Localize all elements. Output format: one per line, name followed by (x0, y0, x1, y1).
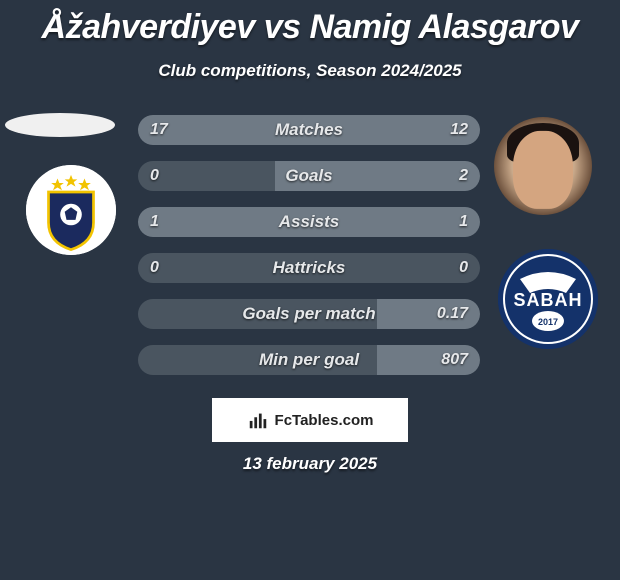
site-logo: FcTables.com (212, 398, 408, 442)
club-right-badge: SABAH 2017 (498, 249, 598, 349)
stat-bars: 1712Matches 02Goals 11Assists 00Hattricks 0.… (138, 115, 480, 391)
site-logo-text: FcTables.com (275, 412, 374, 429)
club-left-badge (26, 165, 116, 255)
stat-row: 11Assists (138, 207, 480, 237)
stat-label: Goals (138, 161, 480, 191)
page-subtitle: Club competitions, Season 2024/2025 (0, 61, 620, 81)
stat-label: Matches (138, 115, 480, 145)
site-logo-icon (247, 409, 269, 431)
stat-row: 807Min per goal (138, 345, 480, 375)
svg-text:2017: 2017 (538, 317, 558, 327)
player-right-avatar (494, 117, 592, 215)
avatar-face-shape (513, 131, 573, 209)
page-title: Åžahverdiyev vs Namig Alasgarov (0, 0, 620, 47)
stat-row: 02Goals (138, 161, 480, 191)
stat-label: Hattricks (138, 253, 480, 283)
stat-row: 1712Matches (138, 115, 480, 145)
club-left-icon (26, 165, 116, 255)
stat-row: 00Hattricks (138, 253, 480, 283)
club-right-icon: SABAH 2017 (498, 249, 598, 349)
stat-label: Goals per match (138, 299, 480, 329)
stat-label: Assists (138, 207, 480, 237)
player-left-avatar (5, 113, 115, 137)
footer-date: 13 february 2025 (0, 454, 620, 474)
stat-row: 0.17Goals per match (138, 299, 480, 329)
svg-text:SABAH: SABAH (513, 290, 582, 310)
stat-label: Min per goal (138, 345, 480, 375)
